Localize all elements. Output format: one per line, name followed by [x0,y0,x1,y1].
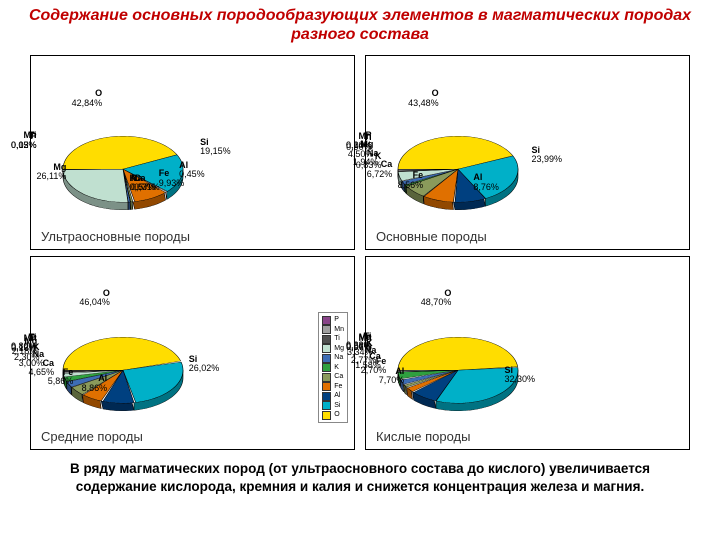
panel-kislye: O48,70%Si32,30%Al7,70%Fe2,70%Ca1,58%Na2,… [365,256,690,451]
slice-label-K: K0,03% [129,174,155,193]
chart-grid: O42,84%Si19,15%Al0,45%Fe9,93%Ca0,71%Na0,… [30,55,690,450]
slice-label-Si: Si26,02% [189,355,220,374]
legend-item-Fe: Fe [322,382,344,391]
slice-label-Ti: Ti0,23% [346,332,372,351]
slice-label-Ti: Ti0,80% [11,333,37,352]
legend-item-Mn: Mn [322,325,344,334]
panel-srednie: O46,04%Si26,02%Al8,86%Fe5,86%Ca4,65%Na3,… [30,256,355,451]
legend-item-Si: Si [322,401,344,410]
panel-caption: Кислые породы [376,429,470,444]
panel-caption: Средние породы [41,429,143,444]
legend-item-Al: Al [322,392,344,401]
slice-label-O: O46,04% [79,289,110,308]
slice-label-Si: Si19,15% [200,138,231,157]
slice-label-Ti: Ti0,03% [11,131,37,150]
legend-item-K: K [322,363,344,372]
page: Содержание основных породообразующих эле… [0,0,720,540]
legend: PMnTiMgNaKCaFeAlSiO [318,312,348,423]
slice-label-Si: Si23,99% [531,146,562,165]
footer-text: В ряду магматических пород (от ультраосн… [30,460,690,495]
legend-item-P: P [322,316,344,325]
slice-label-Fe: Fe9,93% [159,169,185,188]
slice-label-O: O42,84% [72,89,103,108]
slice-label-Mg: Mg26,11% [37,163,67,182]
slice-label-O: O43,48% [408,89,439,108]
legend-item-Ca: Ca [322,373,344,382]
panel-osnovnye: O43,48%Si23,99%Al8,76%Fe8,56%Ca6,72%K0,8… [365,55,690,250]
legend-item-Ti: Ti [322,335,344,344]
slice-label-P: P0,14% [346,131,372,150]
slice-label-Si: Si32,30% [504,366,535,385]
legend-item-O: O [322,411,344,420]
slice-label-Fe: Fe8,56% [398,171,424,190]
slice-label-Al: Al8,86% [82,374,108,393]
panel-caption: Ультраосновные породы [41,229,190,244]
slice-label-Al: Al8,76% [473,173,499,192]
page-title: Содержание основных породообразующих эле… [0,6,720,44]
legend-item-Na: Na [322,354,344,363]
panel-caption: Основные породы [376,229,487,244]
panel-ultraosnovnye: O42,84%Si19,15%Al0,45%Fe9,93%Ca0,71%Na0,… [30,55,355,250]
legend-item-Mg: Mg [322,344,344,353]
slice-label-O: O48,70% [421,289,452,308]
